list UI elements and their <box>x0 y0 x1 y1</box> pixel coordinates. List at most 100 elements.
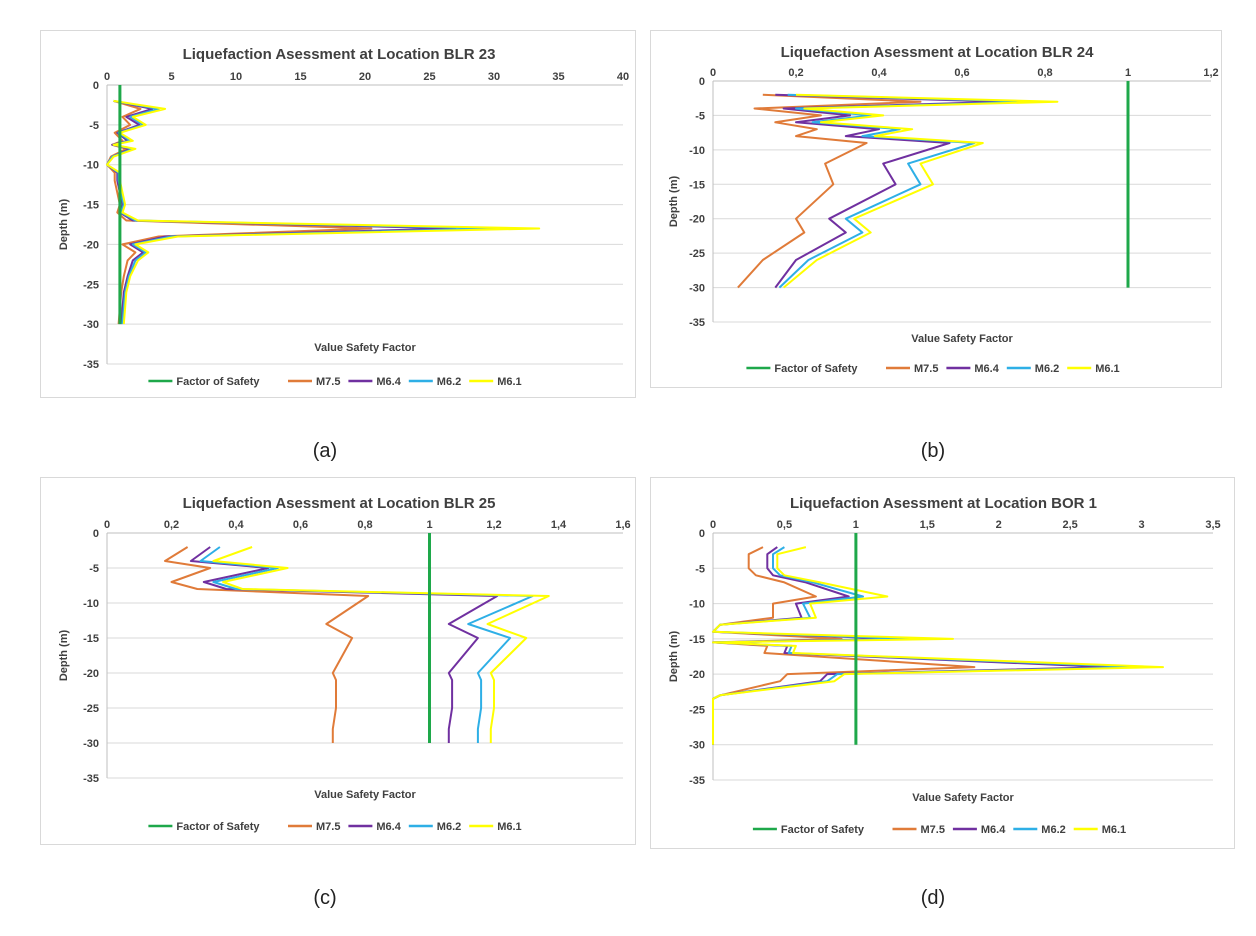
x-axis-label: Value Safety Factor <box>912 792 1014 804</box>
legend-label: M7.5 <box>316 376 340 388</box>
y-tick-label: -20 <box>83 668 99 680</box>
series-line-m7-5 <box>712 546 976 745</box>
legend-label: M6.4 <box>981 824 1006 836</box>
legend-label: M6.4 <box>376 821 401 833</box>
legend-label: M6.4 <box>376 376 401 388</box>
y-tick-label: -5 <box>89 120 99 132</box>
x-tick-label: 3 <box>1139 519 1145 531</box>
legend-label: Factor of Safety <box>176 376 260 388</box>
x-tick-label: 0,8 <box>1037 67 1052 79</box>
chart-panel-b: Liquefaction Asessment at Location BLR 2… <box>650 30 1222 388</box>
series-line-m6-1 <box>212 546 550 743</box>
chart-svg: Liquefaction Asessment at Location BLR 2… <box>58 46 629 388</box>
chart-svg: Liquefaction Asessment at Location BLR 2… <box>58 495 631 833</box>
legend-label: M7.5 <box>921 824 945 836</box>
y-tick-label: 0 <box>699 76 705 88</box>
y-tick-label: -15 <box>83 633 99 645</box>
series-line-m6-1 <box>712 546 1164 745</box>
x-tick-label: 0,6 <box>293 519 308 531</box>
x-tick-label: 25 <box>423 71 435 83</box>
legend-label: M6.1 <box>497 821 521 833</box>
y-tick-label: 0 <box>699 528 705 540</box>
x-tick-label: 1,2 <box>486 519 501 531</box>
y-tick-label: -10 <box>689 145 705 157</box>
x-tick-label: 1,6 <box>615 519 630 531</box>
legend-label: M6.2 <box>437 821 461 833</box>
chart-panel-c: Liquefaction Asessment at Location BLR 2… <box>40 477 636 845</box>
y-tick-label: -30 <box>689 740 705 752</box>
chart-title: Liquefaction Asessment at Location BLR 2… <box>183 46 496 63</box>
x-tick-label: 10 <box>230 71 242 83</box>
y-tick-label: -35 <box>83 359 99 371</box>
y-tick-label: -25 <box>83 703 99 715</box>
y-tick-label: -30 <box>83 738 99 750</box>
chart-title: Liquefaction Asessment at Location BOR 1 <box>790 495 1097 512</box>
legend-label: Factor of Safety <box>781 824 865 836</box>
x-tick-label: 35 <box>552 71 564 83</box>
x-tick-label: 1,2 <box>1203 67 1218 79</box>
x-tick-label: 0 <box>710 519 716 531</box>
caption-d: (d) <box>920 887 946 909</box>
y-tick-label: -25 <box>83 279 99 291</box>
x-axis-label: Value Safety Factor <box>314 789 416 801</box>
x-tick-label: 20 <box>359 71 371 83</box>
chart-title: Liquefaction Asessment at Location BLR 2… <box>183 495 496 512</box>
x-tick-label: 15 <box>294 71 306 83</box>
series-line-m6-4 <box>106 99 457 325</box>
x-tick-label: 0,2 <box>788 67 803 79</box>
chart-panel-d: Liquefaction Asessment at Location BOR 1… <box>650 477 1235 849</box>
y-tick-label: -5 <box>695 563 705 575</box>
x-tick-label: 2 <box>996 519 1002 531</box>
x-tick-label: 0,5 <box>777 519 792 531</box>
x-tick-label: 1 <box>1125 67 1131 79</box>
x-tick-label: 0 <box>104 519 110 531</box>
x-tick-label: 0,8 <box>357 519 372 531</box>
y-tick-label: 0 <box>93 528 99 540</box>
legend-label: M6.1 <box>1095 363 1119 375</box>
y-tick-label: -10 <box>83 160 99 172</box>
y-axis-label: Depth (m) <box>668 631 680 683</box>
x-tick-label: 0,6 <box>954 67 969 79</box>
legend-label: M6.2 <box>1041 824 1065 836</box>
series-line-m7-5 <box>164 546 370 743</box>
caption-c: (c) <box>313 887 337 909</box>
legend-label: M6.1 <box>497 376 521 388</box>
x-tick-label: 0 <box>710 67 716 79</box>
chart-panel-a: Liquefaction Asessment at Location BLR 2… <box>40 30 636 398</box>
x-tick-label: 2,5 <box>1062 519 1077 531</box>
x-axis-label: Value Safety Factor <box>911 333 1013 345</box>
y-axis-label: Depth (m) <box>668 176 680 228</box>
legend-label: Factor of Safety <box>774 363 858 375</box>
y-axis-label: Depth (m) <box>58 199 70 251</box>
y-axis-label: Depth (m) <box>58 630 70 682</box>
y-tick-label: -20 <box>83 239 99 251</box>
series-line-m7-5 <box>106 99 373 325</box>
x-tick-label: 1,5 <box>920 519 935 531</box>
y-tick-label: -20 <box>689 669 705 681</box>
series-line-m6-1 <box>782 93 1059 289</box>
y-tick-label: -15 <box>83 200 99 212</box>
x-tick-label: 1 <box>853 519 859 531</box>
x-tick-label: 0,4 <box>228 519 244 531</box>
series-line-m7-5 <box>737 93 922 289</box>
series-line-m6-4 <box>774 93 1005 289</box>
x-tick-label: 40 <box>617 71 629 83</box>
y-tick-label: -30 <box>83 319 99 331</box>
legend-label: M6.2 <box>1035 363 1059 375</box>
series-line-m6-2 <box>106 99 502 325</box>
legend-label: M6.1 <box>1102 824 1126 836</box>
y-tick-label: -15 <box>689 634 705 646</box>
x-tick-label: 1,4 <box>551 519 567 531</box>
y-tick-label: -5 <box>695 110 705 122</box>
caption-a: (a) <box>312 440 338 462</box>
legend-label: M7.5 <box>914 363 938 375</box>
x-tick-label: 0,2 <box>164 519 179 531</box>
y-tick-label: -15 <box>689 179 705 191</box>
y-tick-label: 0 <box>93 80 99 92</box>
chart-svg: Liquefaction Asessment at Location BLR 2… <box>668 44 1219 375</box>
x-tick-label: 3,5 <box>1205 519 1220 531</box>
y-tick-label: -5 <box>89 563 99 575</box>
y-tick-label: -30 <box>689 283 705 295</box>
y-tick-label: -25 <box>689 704 705 716</box>
legend-label: M6.2 <box>437 376 461 388</box>
